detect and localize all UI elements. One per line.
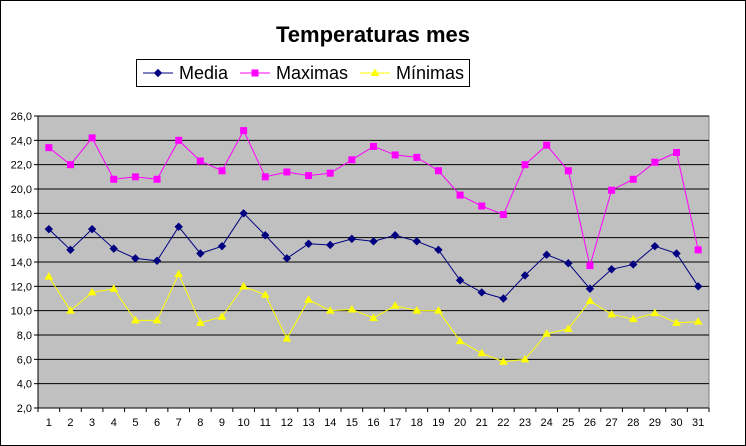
legend-marker-minimas bbox=[370, 68, 380, 76]
legend-item-media: Media bbox=[141, 63, 228, 84]
chart-title: Temperaturas mes bbox=[275, 22, 470, 47]
legend-label-minimas: Mínimas bbox=[396, 62, 465, 83]
legend-marker-media bbox=[153, 68, 163, 78]
legend-swatch-maximas bbox=[240, 69, 271, 77]
legend-label-media: Media bbox=[179, 62, 229, 83]
legend-item-minimas: Mínimas bbox=[358, 63, 464, 84]
legend-swatch-minimas bbox=[360, 68, 391, 76]
legend-swatch-media bbox=[143, 68, 173, 78]
legend-item-maximas: Maximas bbox=[238, 63, 348, 84]
legend: Media Maximas Mínimas bbox=[136, 59, 470, 87]
legend-label-maximas: Maximas bbox=[276, 62, 349, 83]
legend-marker-maximas bbox=[251, 69, 259, 77]
